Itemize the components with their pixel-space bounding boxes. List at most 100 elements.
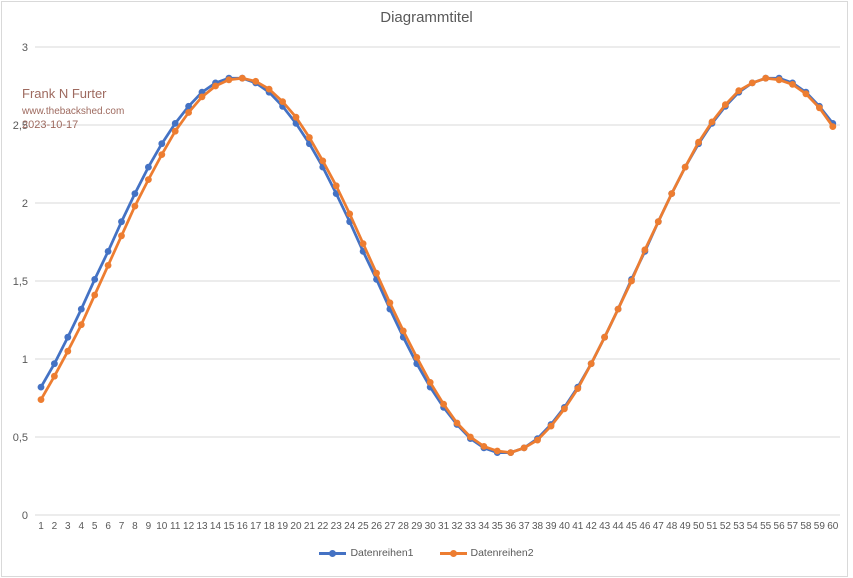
data-point-marker — [131, 202, 139, 210]
data-point-marker — [37, 396, 45, 403]
x-tick-label: 6 — [105, 521, 111, 532]
data-point-marker — [145, 163, 152, 171]
data-point-marker — [118, 218, 125, 226]
x-tick-label: 14 — [210, 521, 222, 532]
x-tick-label: 26 — [371, 521, 383, 532]
series-line — [39, 76, 835, 454]
data-point-marker — [265, 85, 273, 93]
y-tick-label: 3 — [22, 42, 28, 54]
series-line — [39, 76, 835, 454]
x-tick-label: 8 — [132, 521, 138, 532]
x-tick-label: 31 — [438, 521, 450, 532]
data-point-marker — [185, 102, 193, 110]
data-point-marker — [601, 333, 608, 341]
x-tick-label: 7 — [119, 521, 125, 532]
x-tick-label: 37 — [519, 521, 531, 532]
legend-item-datenreihen1[interactable]: Datenreihen1 — [319, 547, 414, 559]
x-tick-label: 30 — [425, 521, 437, 532]
x-tick-label: 34 — [478, 521, 490, 532]
series-datenreihen1[interactable] — [37, 74, 837, 456]
data-point-marker — [171, 120, 179, 127]
data-point-marker — [453, 419, 461, 427]
data-point-marker — [480, 443, 488, 450]
x-tick-label: 47 — [653, 521, 665, 532]
data-point-marker — [561, 405, 568, 413]
data-point-marker — [654, 218, 662, 226]
x-tick-label: 17 — [250, 521, 262, 532]
x-tick-label: 58 — [800, 521, 812, 532]
data-point-marker — [373, 269, 380, 277]
data-point-marker — [587, 360, 595, 368]
data-point-marker — [91, 291, 99, 299]
data-point-marker — [319, 157, 327, 165]
data-point-marker — [467, 433, 474, 441]
x-tick-label: 27 — [384, 521, 396, 532]
x-tick-label: 3 — [65, 521, 71, 532]
data-point-marker — [51, 372, 58, 380]
data-point-marker — [708, 118, 716, 126]
legend-label: Datenreihen2 — [470, 547, 534, 559]
website-annotation: www.thebackshed.com — [22, 106, 125, 117]
data-point-marker — [668, 190, 676, 198]
series2-line-icon — [439, 549, 467, 557]
data-point-marker — [440, 400, 447, 408]
x-tick-label: 36 — [505, 521, 517, 532]
data-point-marker — [158, 151, 166, 159]
data-point-marker — [51, 360, 58, 368]
data-point-marker — [775, 76, 783, 84]
y-tick-label: 0 — [22, 510, 28, 522]
x-tick-label: 38 — [532, 521, 544, 532]
x-tick-label: 48 — [666, 521, 678, 532]
data-point-marker — [695, 138, 702, 146]
y-tick-label: 1,5 — [13, 276, 28, 288]
chart-title: Diagrammtitel — [380, 9, 473, 26]
data-point-marker — [735, 87, 743, 95]
x-tick-label: 20 — [290, 521, 302, 532]
data-point-marker — [493, 447, 501, 455]
data-point-marker — [292, 113, 300, 121]
x-tick-label: 52 — [720, 521, 732, 532]
data-point-marker — [104, 248, 112, 255]
series1-line-icon — [319, 549, 347, 557]
series-datenreihen2[interactable] — [37, 74, 837, 456]
legend-item-datenreihen2[interactable]: Datenreihen2 — [439, 547, 534, 559]
data-point-marker — [829, 123, 837, 130]
data-point-marker — [225, 76, 233, 84]
data-point-marker — [681, 163, 689, 171]
data-point-marker — [332, 182, 340, 190]
data-point-marker — [212, 82, 219, 90]
data-point-marker — [346, 210, 354, 218]
series1-marker-icon — [329, 549, 337, 557]
x-tick-label: 59 — [814, 521, 826, 532]
x-tick-label: 44 — [612, 521, 624, 532]
data-point-marker — [64, 333, 72, 341]
data-point-marker — [238, 74, 246, 82]
data-point-marker — [77, 305, 85, 313]
x-tick-label: 50 — [693, 521, 705, 532]
data-point-marker — [628, 277, 635, 285]
x-tick-label: 10 — [156, 521, 168, 532]
data-point-marker — [279, 98, 286, 105]
x-tick-label: 60 — [827, 521, 839, 532]
y-tick-label: 0,5 — [13, 432, 28, 444]
y-tick-label: 2 — [22, 198, 28, 210]
x-tick-label: 41 — [572, 521, 584, 532]
x-tick-label: 18 — [264, 521, 276, 532]
x-tick-label: 29 — [411, 521, 423, 532]
x-tick-label: 1 — [38, 521, 44, 532]
data-point-marker — [722, 101, 729, 109]
x-tick-label: 23 — [331, 521, 343, 532]
x-tick-label: 28 — [398, 521, 410, 532]
x-tick-label: 4 — [78, 521, 84, 532]
y-tick-label: 2,5 — [13, 120, 28, 132]
legend: Datenreihen1 Datenreihen2 — [0, 547, 853, 559]
x-tick-label: 9 — [146, 521, 152, 532]
x-tick-label: 53 — [733, 521, 745, 532]
x-tick-label: 35 — [492, 521, 504, 532]
x-tick-label: 15 — [223, 521, 235, 532]
data-point-marker — [574, 385, 582, 392]
data-point-marker — [426, 379, 434, 386]
x-tick-label: 11 — [170, 521, 181, 532]
